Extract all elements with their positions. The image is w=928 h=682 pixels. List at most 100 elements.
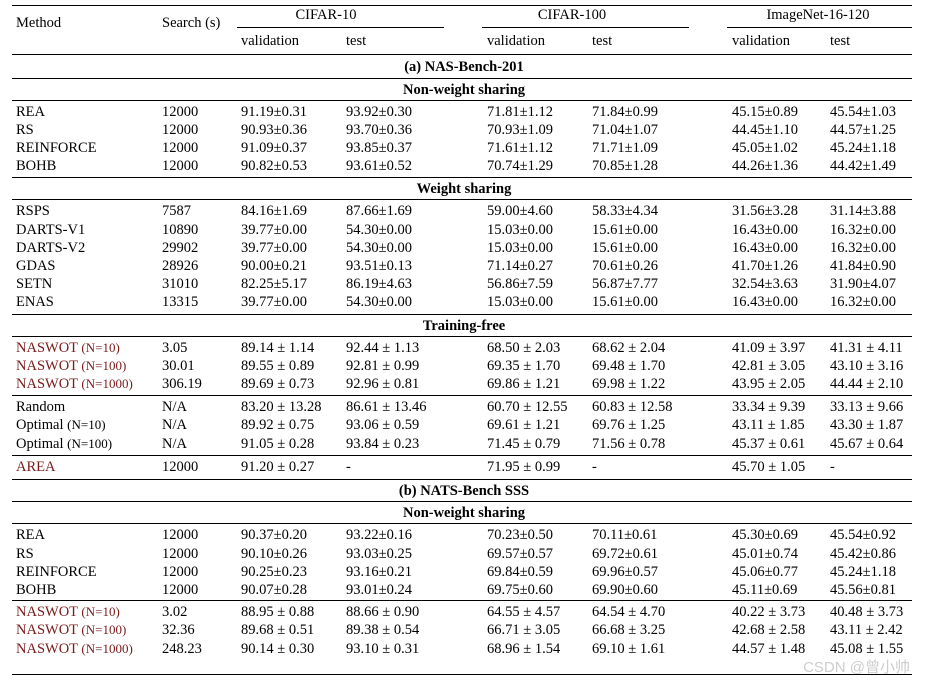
row-value: 69.76 ± 1.25 [592,417,666,434]
row-value: 93.01±0.24 [346,582,412,598]
method-name: Optimal [16,435,64,452]
row-value: 43.11 ± 2.42 [830,622,903,639]
table-rule [12,199,912,201]
row-value: 42.81 ± 3.05 [732,357,806,374]
row-method: BOHB [16,157,56,175]
row-value: 16.43±0.00 [732,294,798,311]
row-value: 66.68 ± 3.25 [592,622,666,639]
row-value: 16.32±0.00 [830,221,896,238]
row-value: 91.09±0.37 [241,139,307,156]
row-value: 58.33±4.34 [592,203,658,220]
method-arg: (N=10) [81,339,120,355]
row-value: 93.85±0.37 [346,139,412,156]
row-value: 43.95 ± 2.05 [732,375,806,392]
row-value: 64.55 ± 4.57 [487,604,561,621]
row-value: 31.56±3.28 [732,203,798,220]
method-name: NASWOT [16,339,78,356]
method-name: RSPS [16,203,50,220]
row-value: 88.95 ± 0.88 [241,604,315,621]
row-value: 56.86±7.59 [487,276,553,293]
row-value: 15.03±0.00 [487,239,553,256]
row-method: DARTS-V1 [16,221,85,239]
header-dataset: CIFAR-10 [295,7,357,23]
row-value: 71.84±0.99 [592,103,658,120]
row-value: 93.06 ± 0.59 [346,417,420,434]
row-value: 44.57±1.25 [830,121,896,138]
method-name: RS [16,121,34,138]
row-value: 40.48 ± 3.73 [830,604,904,621]
row-search: 12000 [162,103,199,120]
row-value: 15.61±0.00 [592,294,658,311]
group-title: Non-weight sharing [402,81,526,98]
row-search: 12000 [162,563,199,580]
row-method: RS [16,545,34,563]
row-value: 69.75±0.60 [487,582,553,598]
row-search: 12000 [162,121,199,138]
row-value: 15.61±0.00 [592,239,658,256]
row-value: 39.77±0.00 [241,294,307,311]
method-arg: (N=1000) [81,640,133,656]
row-value: 68.96 ± 1.54 [487,640,561,657]
row-value: 45.30±0.69 [732,527,798,544]
header-method: Method [16,15,62,31]
row-value: 68.62 ± 2.04 [592,339,666,356]
row-method: NASWOT (N=1000) [16,375,133,393]
row-value: 44.26±1.36 [732,158,798,175]
row-search: 12000 [162,582,199,598]
row-value: 54.30±0.00 [346,239,412,256]
table-rule [12,600,912,602]
method-name: DARTS-V1 [16,221,86,238]
table-rule [12,99,912,101]
row-search: 28926 [162,257,199,274]
row-method: DARTS-V2 [16,239,85,257]
row-value: 43.11 ± 1.85 [732,417,805,434]
table-rule [12,5,912,7]
method-name: REA [16,103,45,120]
table-rule [12,77,912,79]
row-value: 71.61±1.12 [487,139,553,156]
table-rule [12,674,912,676]
row-value: 71.56 ± 0.78 [592,435,666,452]
row-value: 93.22±0.16 [346,527,412,544]
row-search: 30.01 [162,357,195,374]
header-cmidrule [237,27,444,28]
row-value: 91.20 ± 0.27 [241,458,315,475]
row-search: 12000 [162,545,199,562]
table-rule [12,478,912,481]
row-search: 13315 [162,294,199,311]
row-value: 92.81 ± 0.99 [346,357,420,374]
row-value: 93.61±0.52 [346,158,412,175]
row-method: Optimal (N=10) [16,416,106,434]
row-value: 91.19±0.31 [241,103,307,120]
row-value: 31.14±3.88 [830,203,896,220]
row-method: NASWOT (N=100) [16,621,126,639]
row-value: 45.08 ± 1.55 [830,640,904,657]
header-dataset: CIFAR-100 [537,7,607,23]
row-value: 71.14±0.27 [487,257,553,274]
row-value: 93.51±0.13 [346,257,412,274]
row-value: 54.30±0.00 [346,294,412,311]
row-value: 16.43±0.00 [732,221,798,238]
row-search: 3.05 [162,339,188,356]
row-value: 70.85±1.28 [592,158,658,175]
row-search: 306.19 [162,375,202,392]
method-name: BOHB [16,582,57,598]
row-value: 90.37±0.20 [241,527,307,544]
row-value: 44.44 ± 2.10 [830,375,904,392]
row-search: 12000 [162,527,199,544]
row-method: GDAS [16,257,55,275]
method-name: BOHB [16,158,57,175]
method-name: Random [16,399,66,416]
row-value: 64.54 ± 4.70 [592,604,666,621]
section-title: (a) NAS-Bench-201 [404,59,524,75]
row-value: 69.96±0.57 [592,563,658,580]
row-value: 71.45 ± 0.79 [487,435,561,452]
row-value: 93.84 ± 0.23 [346,435,420,452]
row-method: Optimal (N=100) [16,435,112,453]
header-sub: test [346,33,367,49]
row-search: 12000 [162,139,199,156]
row-value: 69.84±0.59 [487,563,553,580]
row-value: 69.98 ± 1.22 [592,375,666,392]
method-name: NASWOT [16,375,78,392]
